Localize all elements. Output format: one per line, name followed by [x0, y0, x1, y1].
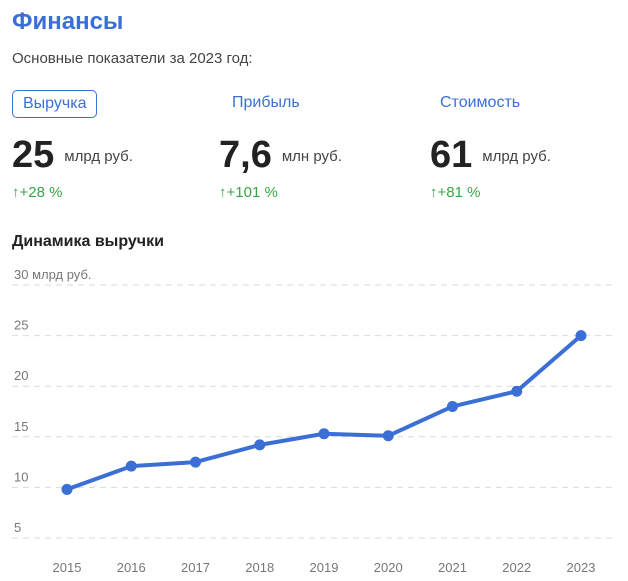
- series-line-0: [65, 333, 583, 492]
- page-title: Финансы: [12, 8, 124, 35]
- metric-cost[interactable]: Стоимость 61 млрд руб. ↑+81 %: [430, 90, 551, 201]
- metric-cost-unit: млрд руб.: [482, 148, 551, 165]
- metric-profit[interactable]: Прибыль 7,6 млн руб. ↑+101 %: [219, 90, 342, 201]
- tab-profit[interactable]: Прибыль: [232, 94, 300, 111]
- data-point-2023: [575, 330, 587, 342]
- grid-layer: [12, 284, 612, 539]
- metric-revenue-value-row: 25 млрд руб.: [12, 134, 133, 177]
- metric-revenue-change: ↑+28 %: [12, 184, 63, 201]
- metric-revenue-unit: млрд руб.: [64, 148, 133, 165]
- metric-profit-value-row: 7,6 млн руб.: [219, 134, 342, 177]
- y-tick-label-10: 10: [14, 469, 28, 484]
- metric-revenue[interactable]: Выручка 25 млрд руб. ↑+28 %: [12, 90, 133, 201]
- y-tick-label-25: 25: [14, 318, 28, 333]
- x-tick-label-2020: 2020: [374, 560, 403, 575]
- x-tick-label-2017: 2017: [181, 560, 210, 575]
- metric-revenue-value: 25: [12, 134, 55, 176]
- y-tick-label-5: 5: [14, 520, 21, 535]
- y-tick-label-15: 15: [14, 419, 28, 434]
- data-point-2018: [254, 439, 266, 451]
- chart-title: Динамика выручки: [12, 233, 164, 250]
- x-tick-label-2018: 2018: [245, 560, 274, 575]
- metric-cost-value-row: 61 млрд руб.: [430, 134, 551, 177]
- tab-cost[interactable]: Стоимость: [440, 94, 521, 111]
- x-tick-label-2015: 2015: [53, 560, 82, 575]
- x-tick-label-2022: 2022: [502, 560, 531, 575]
- x-tick-labels: 2015 2016 2017 2018 2019 2020 2021 2022 2023: [53, 560, 596, 575]
- tab-revenue[interactable]: Выручка: [12, 90, 98, 118]
- page-subtitle: Основные показатели за 2023 год:: [12, 50, 253, 67]
- x-tick-label-2016: 2016: [117, 560, 146, 575]
- metric-cost-value: 61: [430, 134, 473, 176]
- metric-cost-change: ↑+81 %: [430, 184, 481, 201]
- data-point-2022: [511, 385, 523, 397]
- x-tick-label-2023: 2023: [567, 560, 596, 575]
- metric-profit-unit: млн руб.: [281, 148, 342, 165]
- data-point-2015: [61, 483, 73, 495]
- series-layer: [61, 330, 587, 495]
- y-tick-labels: 5 10 15 20 25 30 млрд руб.: [14, 267, 92, 535]
- x-tick-label-2019: 2019: [310, 560, 339, 575]
- data-point-2021: [447, 400, 458, 412]
- data-point-2019: [318, 428, 330, 440]
- data-point-2017: [190, 456, 201, 468]
- metric-profit-change: ↑+101 %: [219, 184, 278, 201]
- metric-profit-value: 7,6: [219, 134, 272, 176]
- y-tick-label-30: 30 млрд руб.: [14, 267, 92, 282]
- x-tick-label-2021: 2021: [438, 560, 467, 575]
- data-point-2020: [382, 430, 394, 442]
- y-tick-label-20: 20: [14, 368, 28, 383]
- data-point-2016: [125, 460, 137, 472]
